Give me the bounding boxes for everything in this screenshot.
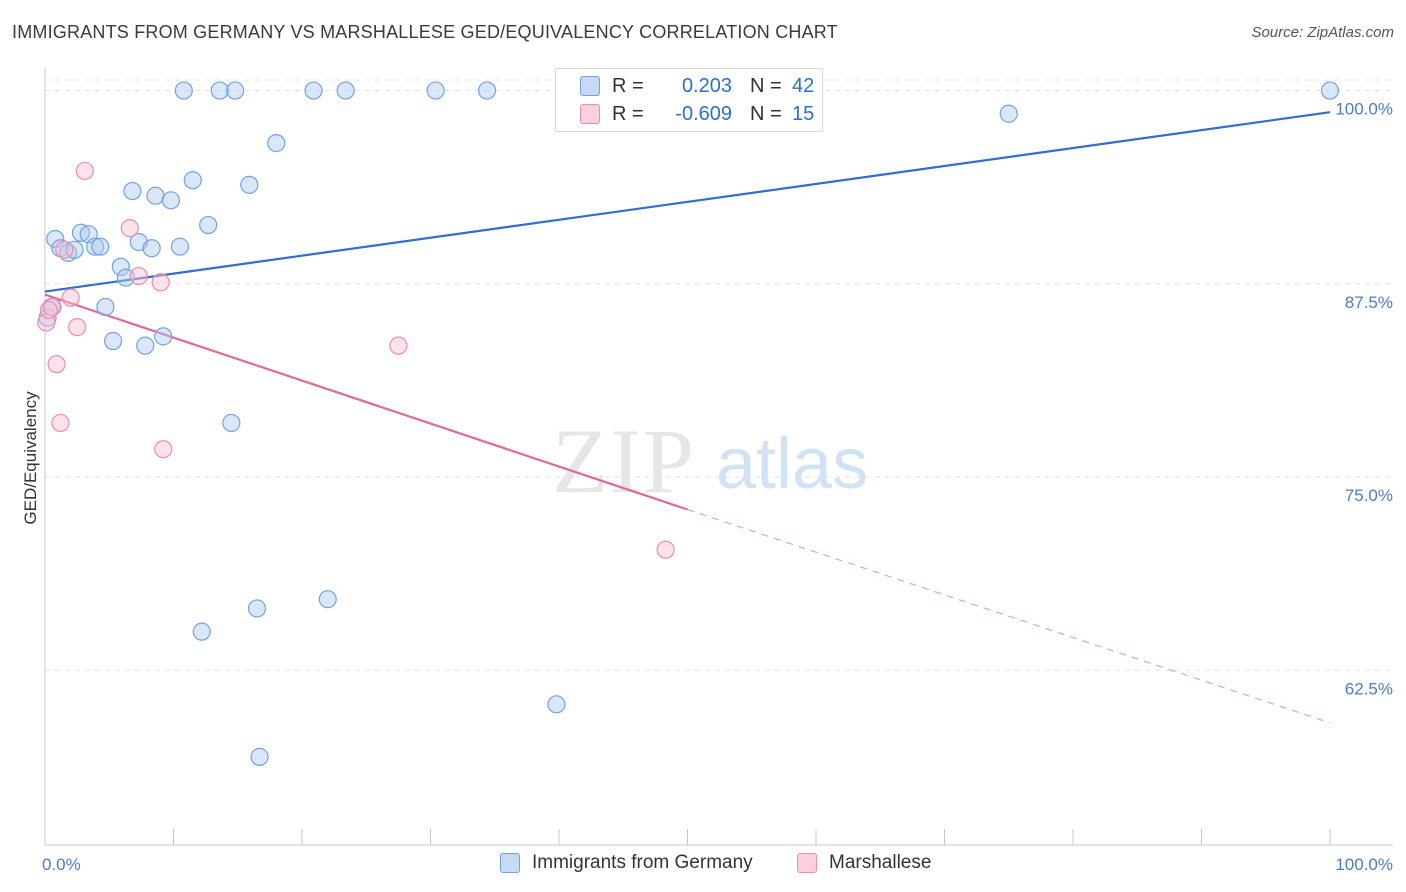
point-germany: [170, 237, 190, 256]
legend-r-value: 0.203: [681, 74, 732, 97]
point-germany: [146, 186, 165, 205]
point-marshallese: [39, 300, 58, 320]
point-marshallese: [75, 161, 94, 181]
point-marshallese: [55, 240, 74, 259]
legend-n-value: 42: [792, 74, 815, 97]
legend-swatch-marshallese: [580, 104, 600, 124]
point-germany: [999, 104, 1018, 123]
y-tick-label: 100.0%: [1335, 100, 1393, 119]
point-marshallese: [656, 540, 675, 559]
point-germany: [192, 622, 211, 641]
point-germany: [154, 327, 173, 346]
legend-label-marshallese: Marshallese: [829, 852, 932, 873]
trend-line-marshallese: [44, 293, 688, 511]
y-tick-label: 87.5%: [1345, 293, 1393, 312]
legend-item-germany: Immigrants from Germany: [500, 852, 753, 874]
point-germany: [247, 599, 267, 618]
y-tick-label: 62.5%: [1345, 679, 1393, 698]
point-germany: [174, 81, 193, 100]
point-germany: [91, 237, 110, 256]
point-germany: [96, 297, 115, 317]
point-germany: [250, 747, 269, 766]
point-marshallese: [51, 413, 70, 433]
watermark-zip: ZIP: [552, 410, 696, 512]
source-label: Source: ZipAtlas.com: [1251, 24, 1394, 41]
point-marshallese: [120, 219, 139, 238]
point-germany: [199, 215, 218, 235]
trend-line-marshallese-extension: [687, 508, 1331, 724]
point-marshallese: [154, 440, 173, 459]
legend-n-label: N =: [750, 102, 782, 125]
legend-swatch-marshallese: [797, 853, 817, 873]
chart-title: IMMIGRANTS FROM GERMANY VS MARSHALLESE G…: [12, 22, 838, 42]
legend-r-label: R =: [612, 74, 644, 97]
y-tick-labels: 100.0% 87.5% 75.0% 62.5%: [1335, 100, 1393, 699]
point-germany: [86, 237, 105, 256]
point-germany: [547, 695, 566, 714]
point-germany: [142, 239, 161, 258]
point-germany: [267, 134, 286, 153]
point-germany: [111, 257, 130, 276]
y-tick-label: 75.0%: [1345, 486, 1393, 505]
point-germany: [240, 175, 259, 194]
point-marshallese: [47, 355, 66, 374]
y-axis-title: GED/Equivalency: [21, 391, 40, 525]
point-germany: [210, 81, 229, 100]
point-marshallese: [151, 273, 170, 292]
axes: [44, 68, 1393, 846]
x-tick-label-max: 100.0%: [1335, 855, 1393, 874]
legend-row-marshallese: R = -0.609 N = 15: [580, 101, 814, 127]
trend-lines: [44, 111, 1331, 724]
legend-r-value: -0.609: [675, 102, 732, 125]
point-marshallese: [129, 266, 148, 286]
point-germany: [104, 331, 123, 351]
point-germany: [318, 590, 337, 609]
legend-swatch-germany: [580, 76, 600, 96]
point-marshallese: [389, 336, 408, 355]
legend-n-value: 15: [792, 102, 815, 125]
legend-r-label: R =: [612, 102, 644, 125]
x-tick-label-min: 0.0%: [42, 855, 81, 874]
point-germany: [426, 81, 445, 100]
point-germany: [71, 223, 91, 242]
legend-row-germany: R = 0.203 N = 42: [580, 73, 814, 99]
legend-swatch-germany: [500, 853, 520, 873]
legend-n-label: N =: [750, 74, 782, 97]
point-germany: [226, 81, 245, 100]
point-germany: [136, 336, 155, 355]
grid-lines: [45, 79, 1393, 671]
correlation-legend: R = 0.203 N = 42 R = -0.609 N = 15: [555, 68, 823, 132]
point-marshallese: [61, 288, 80, 307]
legend-item-marshallese: Marshallese: [797, 852, 931, 874]
point-germany: [336, 81, 355, 100]
point-germany: [161, 191, 181, 210]
trend-line-germany: [44, 111, 1331, 293]
point-germany: [477, 81, 497, 100]
point-germany: [123, 181, 142, 201]
point-germany: [1320, 81, 1340, 100]
watermark-atlas: atlas: [716, 424, 868, 504]
point-germany: [304, 81, 323, 100]
point-germany: [65, 240, 84, 259]
legend-label-germany: Immigrants from Germany: [532, 852, 753, 873]
point-germany: [222, 413, 241, 433]
point-germany: [183, 171, 202, 190]
point-marshallese: [68, 317, 87, 337]
